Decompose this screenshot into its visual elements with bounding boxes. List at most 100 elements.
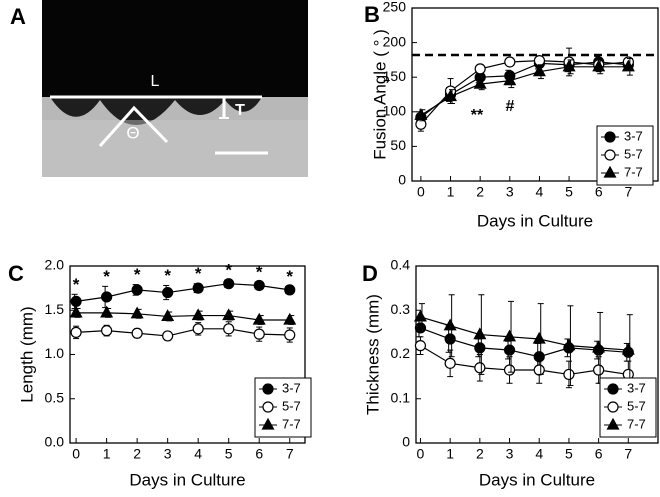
x-tick-label: 6 xyxy=(255,446,263,462)
legend-marker xyxy=(261,417,275,430)
legend-label: 7-7 xyxy=(627,416,646,431)
marker xyxy=(162,330,174,342)
marker xyxy=(223,323,235,335)
legend-label: 7-7 xyxy=(624,164,643,179)
y-tick-label: 0.2 xyxy=(391,345,411,361)
y-tick-label: 0.0 xyxy=(45,434,65,450)
x-tick-label: 1 xyxy=(447,184,455,200)
marker xyxy=(444,357,456,369)
legend-label: 3-7 xyxy=(282,380,301,395)
x-tick-label: 4 xyxy=(194,446,202,462)
marker xyxy=(562,338,576,351)
x-tick-label: 4 xyxy=(535,446,543,462)
marker xyxy=(474,63,486,75)
marker xyxy=(532,331,546,344)
x-tick-label: 0 xyxy=(417,446,425,462)
micrograph: L T Θ xyxy=(42,0,308,177)
angle-label: Θ xyxy=(126,123,139,142)
x-tick-label: 6 xyxy=(595,446,603,462)
legend-marker xyxy=(262,401,274,413)
significance-mark: * xyxy=(225,261,232,280)
y-axis-label: Length (mm) xyxy=(17,306,36,402)
marker xyxy=(474,342,486,354)
significance-mark: * xyxy=(286,267,293,286)
image-tissue xyxy=(42,97,308,177)
panel-label: B xyxy=(364,2,380,27)
y-axis-label: Fusion Angle ( ° ) xyxy=(370,29,389,160)
x-tick-label: 1 xyxy=(103,446,111,462)
marker xyxy=(131,284,143,296)
marker xyxy=(69,305,83,318)
legend-marker xyxy=(262,383,274,395)
y-axis-label: Thickness (mm) xyxy=(363,294,382,415)
legend-marker xyxy=(604,131,616,143)
marker xyxy=(414,340,427,352)
marker xyxy=(503,364,516,376)
image-haze xyxy=(42,120,308,177)
x-tick-label: 3 xyxy=(506,184,514,200)
x-tick-label: 5 xyxy=(565,446,573,462)
marker xyxy=(444,333,456,345)
marker xyxy=(414,108,428,120)
y-tick-label: 0 xyxy=(398,172,406,188)
marker xyxy=(563,368,575,381)
marker xyxy=(130,306,144,319)
legend-marker xyxy=(607,401,619,413)
chart-panel: 0.0 0.5 1.0 1.5 2.0 0 1 2 3 4 5 6 7 Days in Culture Le… xyxy=(17,257,312,489)
marker xyxy=(592,59,606,72)
panel-label: D xyxy=(362,261,378,286)
panel-label: A xyxy=(10,4,26,29)
marker xyxy=(192,282,204,294)
annotation: # xyxy=(506,98,515,115)
series-line xyxy=(76,312,290,321)
x-tick-label: 6 xyxy=(595,184,603,200)
y-tick-label: 0.4 xyxy=(391,257,411,273)
y-tick-label: 250 xyxy=(383,0,407,15)
y-tick-label: 1.0 xyxy=(45,345,65,361)
x-tick-label: 3 xyxy=(164,446,172,462)
y-tick-label: 0.5 xyxy=(45,389,65,405)
image-dark xyxy=(42,0,308,97)
legend-marker xyxy=(606,417,620,430)
marker xyxy=(192,323,204,335)
y-tick-label: 100 xyxy=(383,103,407,119)
y-tick-label: 150 xyxy=(383,68,407,84)
marker xyxy=(253,328,265,340)
x-tick-label: 0 xyxy=(417,184,425,200)
panel-label: C xyxy=(8,261,24,286)
y-tick-label: 0.1 xyxy=(391,389,411,405)
legend-marker xyxy=(607,383,619,395)
legend-label: 3-7 xyxy=(624,128,643,143)
marker xyxy=(504,56,516,68)
marker xyxy=(283,312,297,325)
x-tick-label: 7 xyxy=(286,446,294,462)
marker xyxy=(101,291,113,303)
marker xyxy=(223,278,235,290)
marker xyxy=(222,308,236,321)
marker xyxy=(474,362,486,374)
marker xyxy=(533,54,546,67)
x-axis-label: Days in Culture xyxy=(129,470,245,489)
y-tick-label: 2.0 xyxy=(45,257,65,273)
x-tick-label: 2 xyxy=(476,184,484,200)
marker xyxy=(621,59,635,72)
x-tick-label: 5 xyxy=(565,184,573,200)
marker xyxy=(70,326,82,338)
legend-label: 5-7 xyxy=(282,398,301,413)
angle-lines xyxy=(98,105,169,148)
significance-mark: * xyxy=(256,262,263,281)
x-axis-label: Days in Culture xyxy=(479,470,595,489)
legend-marker xyxy=(604,149,616,161)
marker xyxy=(503,73,517,86)
marker xyxy=(444,89,458,102)
x-tick-label: 7 xyxy=(624,184,632,200)
series-line xyxy=(420,316,629,351)
marker xyxy=(191,308,205,321)
marker xyxy=(503,344,516,356)
marker xyxy=(532,64,546,77)
marker xyxy=(100,305,114,318)
x-tick-label: 7 xyxy=(624,446,632,462)
marker xyxy=(284,329,296,341)
marker xyxy=(414,322,427,334)
significance-mark: * xyxy=(134,265,141,284)
